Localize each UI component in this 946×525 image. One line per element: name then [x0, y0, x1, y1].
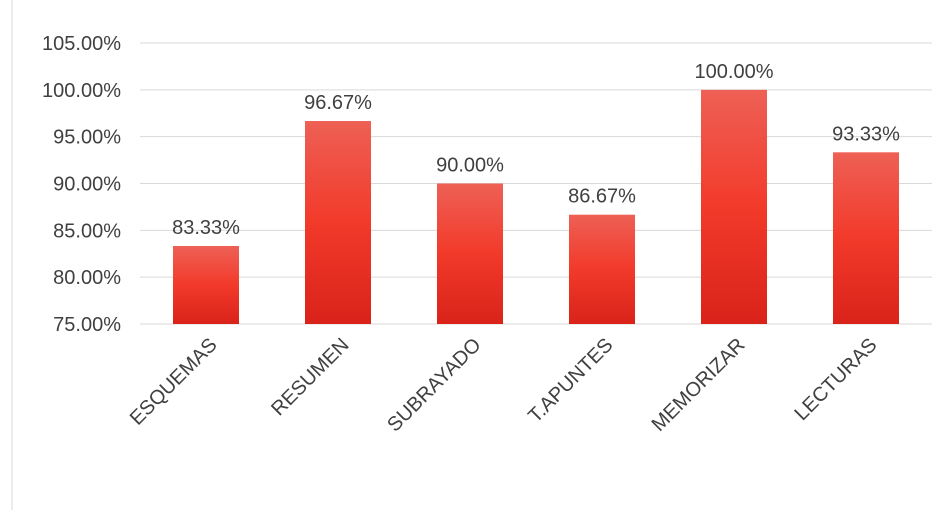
bar-subrayado	[437, 183, 503, 324]
y-tick-label: 80.00%	[53, 267, 121, 289]
y-tick-label: 85.00%	[53, 220, 121, 242]
y-tick-label: 95.00%	[53, 127, 121, 149]
data-label: 100.00%	[695, 61, 774, 83]
bar-esquemas	[173, 245, 239, 324]
data-label: 90.00%	[436, 155, 504, 177]
x-category-label: SUBRAYADO	[383, 334, 485, 436]
x-axis-category-labels: ESQUEMAS RESUMEN SUBRAYADO T.APUNTES MEMORIZ…	[126, 334, 882, 436]
y-tick-label: 75.00%	[53, 314, 121, 336]
bars	[173, 89, 899, 325]
x-category-label: RESUMEN	[267, 334, 353, 420]
bar-memorizar	[701, 89, 767, 324]
y-tick-label: 100.00%	[42, 80, 121, 102]
x-category-label: ESQUEMAS	[126, 334, 222, 430]
data-label: 83.33%	[172, 217, 240, 239]
y-tick-label: 105.00%	[42, 33, 121, 55]
bar-lecturas	[833, 152, 899, 324]
bar-resumen	[305, 121, 371, 325]
x-category-label: MEMORIZAR	[648, 334, 750, 436]
y-axis-tick-labels: 75.00% 80.00% 85.00% 90.00% 95.00% 100.00% 105…	[42, 33, 121, 336]
x-category-label: T.APUNTES	[524, 334, 617, 427]
data-labels: 83.33% 96.67% 90.00% 86.67% 100.00% 93.33%	[172, 61, 900, 239]
x-category-label: LECTURAS	[791, 334, 882, 425]
data-label: 96.67%	[304, 92, 372, 114]
y-tick-label: 90.00%	[53, 174, 121, 196]
data-label: 86.67%	[568, 186, 636, 208]
bar-t-apuntes	[569, 214, 635, 324]
gridlines	[140, 42, 932, 325]
data-label: 93.33%	[832, 123, 900, 145]
